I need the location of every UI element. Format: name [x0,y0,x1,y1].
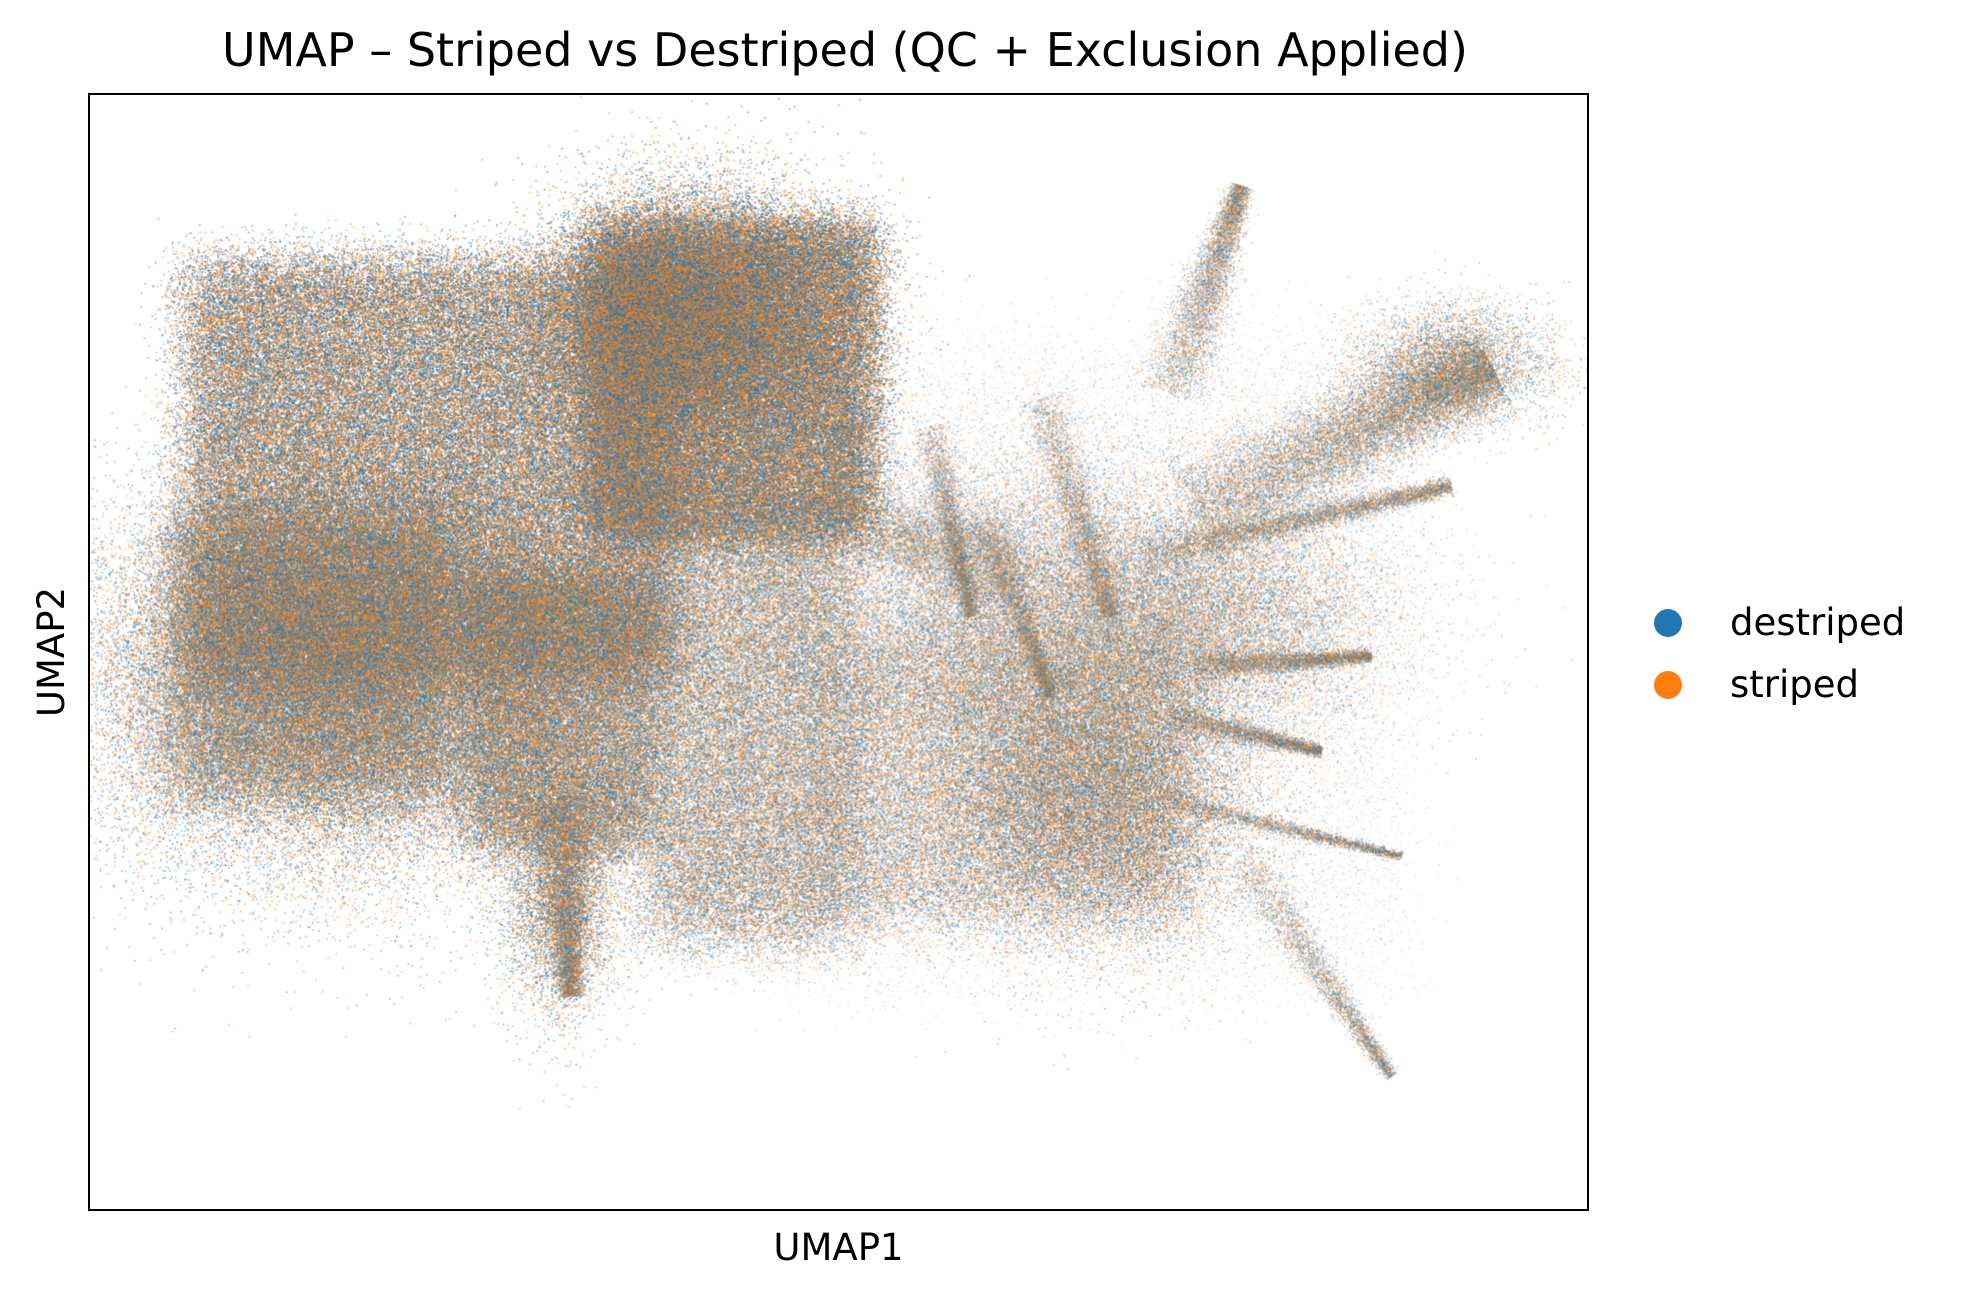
legend-label-striped: striped [1730,663,1860,706]
y-axis-label: UMAP2 [30,586,73,718]
legend-item-striped: striped [1650,654,1905,716]
legend-marker-striped [1654,671,1682,699]
legend-marker-destriped [1654,609,1682,637]
legend-item-destriped: destriped [1650,592,1905,654]
x-axis-label: UMAP1 [773,1226,904,1269]
chart-title: UMAP – Striped vs Destriped (QC + Exclus… [222,23,1468,77]
umap-scatter-points [90,95,1587,1209]
legend: destriped striped [1650,592,1905,716]
plot-area [88,93,1589,1211]
legend-label-destriped: destriped [1730,601,1906,644]
